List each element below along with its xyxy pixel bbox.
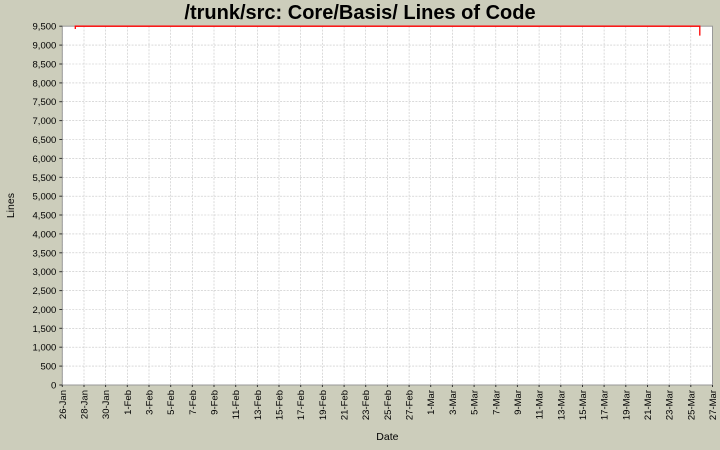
svg-text:7-Mar: 7-Mar [491, 390, 502, 415]
svg-text:9-Mar: 9-Mar [513, 390, 524, 415]
svg-text:2,500: 2,500 [33, 286, 57, 297]
svg-text:17-Mar: 17-Mar [600, 390, 611, 420]
svg-text:9,000: 9,000 [33, 41, 57, 52]
svg-text:17-Feb: 17-Feb [296, 390, 307, 420]
svg-text:3,500: 3,500 [33, 248, 57, 259]
svg-text:9-Feb: 9-Feb [210, 390, 221, 415]
svg-text:19-Feb: 19-Feb [318, 390, 329, 420]
svg-text:5,500: 5,500 [33, 173, 57, 184]
svg-text:2,000: 2,000 [33, 305, 57, 316]
svg-text:5,000: 5,000 [33, 192, 57, 203]
svg-text:3-Mar: 3-Mar [448, 390, 459, 415]
svg-text:1,500: 1,500 [33, 324, 57, 335]
svg-text:Date: Date [376, 431, 398, 443]
svg-text:7-Feb: 7-Feb [188, 390, 199, 415]
svg-text:25-Mar: 25-Mar [686, 390, 697, 420]
svg-text:26-Jan: 26-Jan [58, 390, 69, 419]
svg-text:/trunk/src: Core/Basis/ Lines: /trunk/src: Core/Basis/ Lines of Code [184, 2, 535, 24]
svg-text:7,000: 7,000 [33, 116, 57, 127]
svg-text:9,500: 9,500 [33, 22, 57, 33]
svg-text:7,500: 7,500 [33, 97, 57, 108]
svg-text:28-Jan: 28-Jan [80, 390, 91, 419]
svg-text:30-Jan: 30-Jan [101, 390, 112, 419]
svg-text:Lines: Lines [5, 193, 17, 218]
svg-text:0: 0 [51, 381, 56, 392]
svg-text:6,500: 6,500 [33, 135, 57, 146]
svg-text:1-Mar: 1-Mar [426, 390, 437, 415]
svg-text:4,500: 4,500 [33, 211, 57, 222]
svg-text:23-Feb: 23-Feb [361, 390, 372, 420]
svg-text:1,000: 1,000 [33, 343, 57, 354]
svg-text:11-Mar: 11-Mar [535, 390, 546, 419]
svg-text:13-Mar: 13-Mar [556, 390, 567, 420]
svg-text:25-Feb: 25-Feb [383, 390, 394, 420]
svg-text:13-Feb: 13-Feb [253, 390, 264, 420]
svg-text:5-Mar: 5-Mar [470, 390, 481, 415]
svg-text:3,000: 3,000 [33, 267, 57, 278]
svg-text:23-Mar: 23-Mar [665, 390, 676, 420]
svg-text:8,000: 8,000 [33, 78, 57, 89]
svg-text:21-Feb: 21-Feb [340, 390, 351, 420]
svg-text:6,000: 6,000 [33, 154, 57, 165]
svg-text:5-Feb: 5-Feb [166, 390, 177, 415]
svg-text:21-Mar: 21-Mar [643, 390, 654, 420]
svg-text:27-Feb: 27-Feb [405, 390, 416, 420]
svg-text:3-Feb: 3-Feb [145, 390, 156, 415]
svg-text:19-Mar: 19-Mar [621, 390, 632, 420]
svg-text:4,000: 4,000 [33, 229, 57, 240]
svg-text:1-Feb: 1-Feb [123, 390, 134, 415]
svg-text:27-Mar: 27-Mar [708, 390, 719, 420]
svg-text:11-Feb: 11-Feb [231, 390, 242, 419]
svg-text:15-Mar: 15-Mar [578, 390, 589, 420]
svg-text:8,500: 8,500 [33, 60, 57, 71]
svg-text:500: 500 [40, 362, 56, 373]
svg-text:15-Feb: 15-Feb [275, 390, 286, 420]
